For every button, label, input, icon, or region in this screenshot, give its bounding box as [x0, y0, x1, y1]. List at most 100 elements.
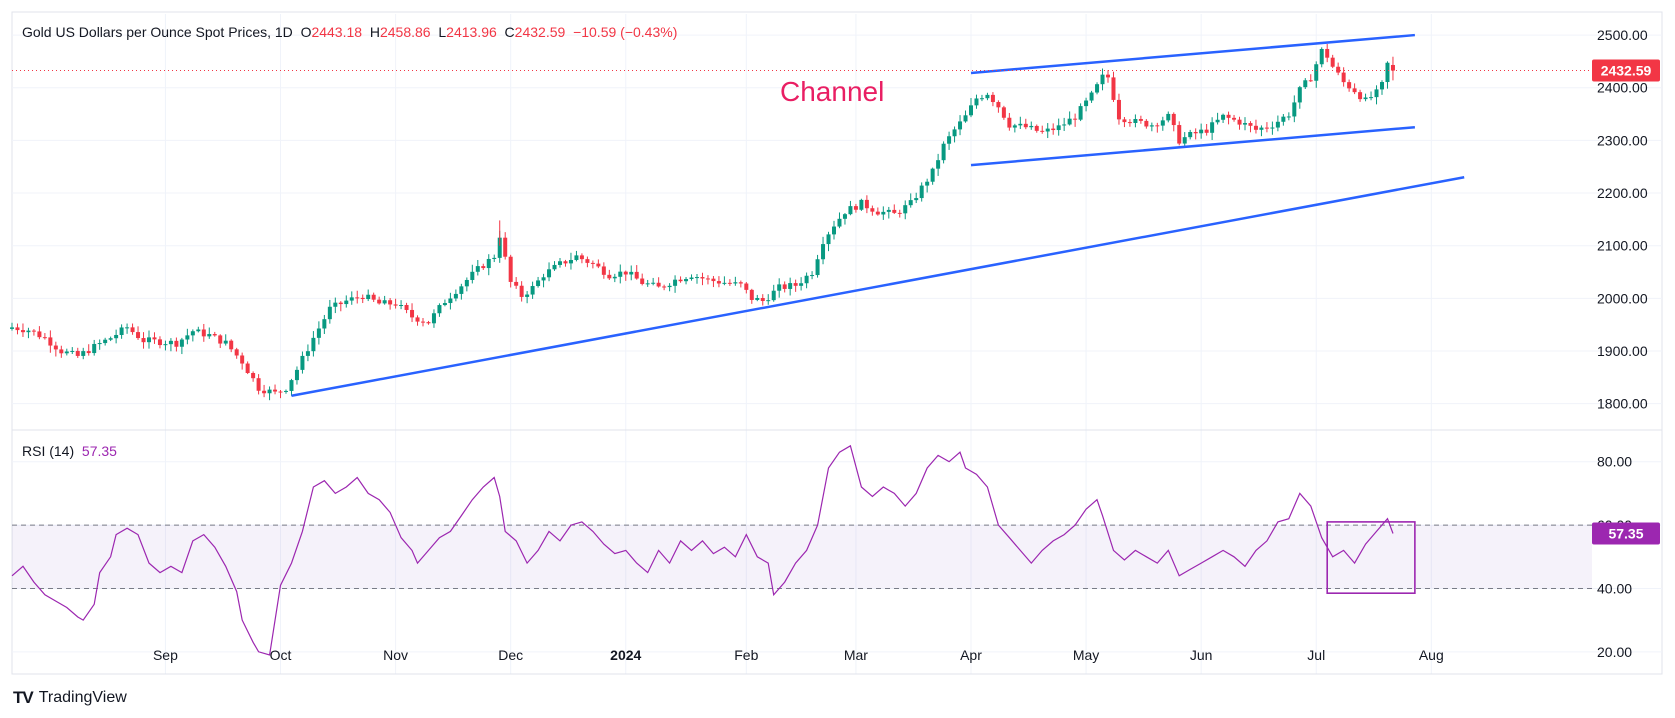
candle-body — [426, 322, 431, 324]
candle-body — [793, 283, 798, 286]
candle-body — [366, 294, 371, 300]
candle-body — [908, 200, 913, 206]
candle-body — [305, 351, 310, 356]
time-tick-label: Aug — [1419, 647, 1444, 663]
price-panel[interactable] — [10, 33, 1592, 401]
candle-body — [601, 266, 606, 275]
rsi-tick-label: 40.00 — [1597, 580, 1632, 596]
close-value: 2432.59 — [514, 24, 566, 40]
candle-body — [399, 305, 404, 307]
candle-body — [1155, 125, 1160, 127]
open-value: 2443.18 — [311, 24, 363, 40]
candle-body — [930, 168, 935, 182]
candle-body — [1303, 80, 1308, 88]
candle-body — [42, 337, 47, 339]
candle-body — [431, 313, 436, 324]
candle-body — [410, 309, 415, 318]
candle-body — [541, 277, 546, 281]
rsi-value-tag-label: 57.35 — [1608, 525, 1643, 541]
candle-body — [859, 199, 864, 210]
candle-body — [1171, 113, 1176, 126]
candle-body — [1084, 100, 1089, 107]
candle-body — [1138, 118, 1143, 121]
candle-body — [590, 262, 595, 264]
candle-body — [749, 289, 754, 300]
candle-body — [645, 283, 650, 285]
candle-body — [585, 259, 590, 263]
tradingview-logo-icon: TV — [13, 688, 34, 707]
candle-body — [179, 339, 184, 347]
candle-body — [727, 282, 732, 284]
rsi-band — [12, 525, 1592, 589]
candle-body — [536, 280, 541, 287]
candle-body — [634, 271, 639, 279]
candle-body — [464, 279, 469, 287]
price-tick-label: 2200.00 — [1597, 185, 1648, 201]
candle-body — [262, 390, 267, 394]
candle-body — [969, 105, 973, 116]
candle-body — [1336, 66, 1341, 73]
candle-body — [81, 351, 86, 356]
candle-body — [936, 160, 941, 169]
candle-body — [623, 271, 628, 275]
candle-body — [1243, 123, 1247, 125]
rsi-legend-value: 57.35 — [81, 443, 117, 459]
candle-body — [470, 271, 475, 280]
low-value: 2413.96 — [446, 24, 497, 40]
candle-body — [596, 263, 601, 267]
candle-body — [503, 237, 508, 257]
candle-body — [311, 337, 316, 352]
candle-body — [656, 282, 661, 287]
candle-body — [689, 277, 694, 280]
candle-body — [1347, 82, 1352, 89]
candle-body — [1040, 130, 1045, 132]
price-tick-label: 1900.00 — [1597, 343, 1648, 359]
candle-body — [525, 294, 530, 297]
candle-body — [1182, 137, 1187, 144]
candle-body — [914, 198, 919, 201]
candle-body — [974, 98, 979, 106]
candle-body — [1100, 74, 1105, 85]
candle-body — [568, 259, 573, 264]
candle-body — [289, 380, 294, 391]
tradingview-brand[interactable]: TV TradingView — [13, 688, 127, 708]
candle-body — [705, 278, 710, 280]
candle-body — [1106, 74, 1110, 78]
candle-body — [59, 349, 64, 354]
candle-body — [256, 378, 261, 391]
candle-body — [1308, 80, 1313, 82]
candle-body — [810, 275, 815, 277]
candle-body — [1363, 97, 1368, 100]
candle-body — [355, 297, 360, 299]
candle-body — [114, 334, 119, 339]
candle-body — [1380, 82, 1384, 90]
time-tick-label: Dec — [498, 647, 523, 663]
candle-body — [919, 185, 924, 199]
candle-body — [245, 363, 250, 373]
candle-body — [1232, 117, 1237, 120]
candle-body — [979, 98, 984, 100]
candle-body — [673, 279, 678, 286]
candle-body — [404, 305, 409, 310]
candle-body — [612, 276, 617, 279]
rsi-panel[interactable] — [11, 444, 1592, 656]
candle-body — [1023, 123, 1028, 128]
candle-body — [640, 278, 645, 284]
time-tick-label: Jun — [1190, 647, 1213, 663]
candle-body — [881, 211, 886, 215]
candle-body — [1078, 106, 1083, 120]
candle-body — [1221, 114, 1226, 120]
candle-body — [1341, 72, 1346, 83]
candle-body — [799, 283, 804, 286]
candle-body — [64, 351, 69, 354]
candle-body — [349, 297, 354, 301]
candle-body — [1029, 125, 1034, 128]
candle-body — [1193, 132, 1198, 134]
last-price-tag-label: 2432.59 — [1601, 63, 1652, 79]
time-tick-label: Nov — [383, 647, 408, 663]
candle-body — [755, 298, 760, 300]
candle-body — [744, 283, 749, 290]
price-tick-label: 2100.00 — [1597, 238, 1648, 254]
close-label: C — [504, 24, 515, 40]
